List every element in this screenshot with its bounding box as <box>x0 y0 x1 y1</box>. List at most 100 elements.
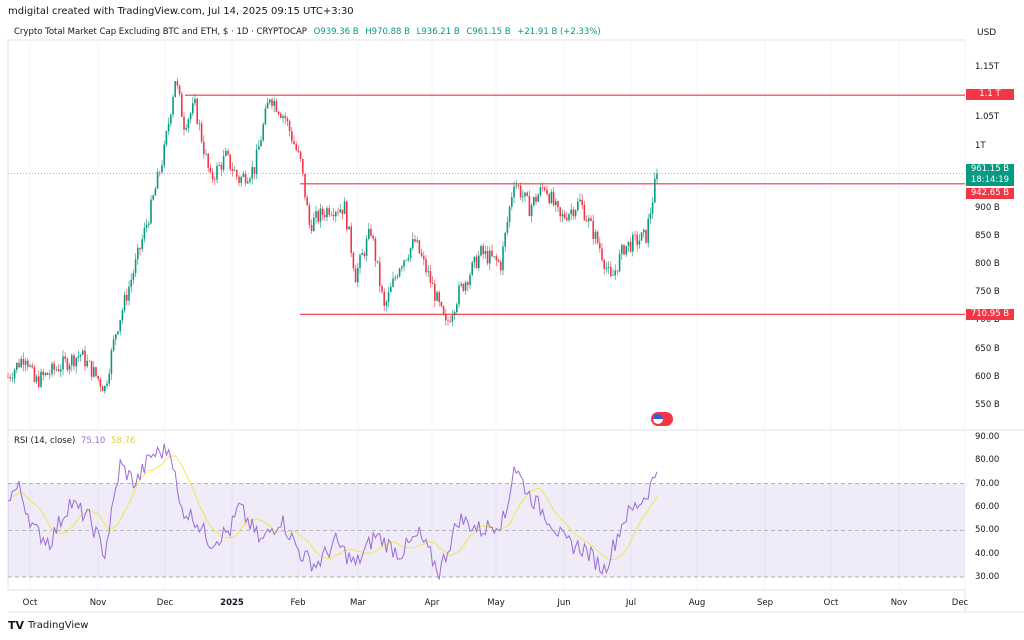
candle-body <box>638 240 641 245</box>
time-label: Feb <box>290 598 306 608</box>
candle-body <box>420 253 423 257</box>
high-value: H970.88 B <box>365 27 410 37</box>
candle-body <box>255 149 258 175</box>
candle-body <box>286 118 289 122</box>
candle-body <box>583 205 586 221</box>
rsi-legend: RSI (14, close) 75.10 58.76 <box>14 436 135 447</box>
candle-body <box>38 376 40 387</box>
candle-body <box>570 209 572 215</box>
candle-body <box>207 153 209 168</box>
candle-body <box>288 121 291 132</box>
candle-body <box>205 153 207 155</box>
candle-body <box>308 205 311 225</box>
candle-body <box>354 268 357 283</box>
candle-body <box>24 360 27 365</box>
candle-body <box>198 123 201 125</box>
symbol-title[interactable]: Crypto Total Market Cap Excluding BTC an… <box>14 27 307 37</box>
candle-body <box>68 365 71 370</box>
candle-body <box>266 102 269 109</box>
candle-body <box>585 220 588 222</box>
currency-label[interactable]: USD <box>977 28 997 38</box>
candle-body <box>636 234 638 245</box>
candle-body <box>244 173 247 184</box>
candle-body <box>517 185 520 186</box>
candle-body <box>88 360 91 362</box>
rsi-axis-label: 90.00 <box>975 432 1000 442</box>
candle-body <box>93 367 95 377</box>
candle-body <box>277 111 280 115</box>
candle-body <box>330 214 333 216</box>
candle-body <box>473 256 476 263</box>
candle-body <box>436 292 438 301</box>
candle-body <box>475 256 478 269</box>
candle-body <box>33 367 36 382</box>
candle-body <box>533 197 535 206</box>
candle-body <box>464 282 467 291</box>
candle-body <box>482 245 484 254</box>
candle-body <box>376 260 379 263</box>
candle-body <box>645 229 647 243</box>
candle-body <box>178 85 181 95</box>
candle-body <box>449 320 451 322</box>
price-label: 1T <box>975 141 986 151</box>
candle-body <box>550 192 553 203</box>
candle-body <box>610 266 612 276</box>
candle-body <box>203 141 205 155</box>
candle-body <box>539 187 542 196</box>
candle-body <box>493 256 495 257</box>
candle-body <box>484 250 487 254</box>
candle-body <box>251 167 253 179</box>
candle-body <box>119 320 121 332</box>
candle-body <box>282 115 284 118</box>
candle-body <box>229 154 231 169</box>
rsi-label[interactable]: RSI (14, close) <box>14 436 76 446</box>
candle-body <box>35 376 38 382</box>
candle-body <box>154 188 157 196</box>
candle-body <box>332 214 335 217</box>
candle-body <box>86 360 88 367</box>
candle-body <box>603 260 605 269</box>
candle-body <box>73 355 75 367</box>
candle-body <box>104 386 106 392</box>
candle-body <box>574 210 577 217</box>
candle-body <box>220 164 223 170</box>
candle-body <box>528 195 531 217</box>
candle-body <box>55 369 58 370</box>
flag-icon[interactable] <box>651 412 673 426</box>
candle-body <box>647 218 649 243</box>
symbol-legend: Crypto Total Market Cap Excluding BTC an… <box>14 27 601 38</box>
logo-text: TradingView <box>28 620 89 631</box>
candle-body <box>159 171 161 173</box>
rsi-axis-label: 80.00 <box>975 455 1000 466</box>
candle-body <box>632 234 634 252</box>
candle-body <box>165 131 168 145</box>
level-badge-mid: 942.65 B <box>966 188 1014 199</box>
candle-body <box>361 253 363 255</box>
candle-body <box>192 103 194 114</box>
candle-body <box>601 248 603 261</box>
candle-body <box>306 197 308 206</box>
candle-body <box>394 277 396 279</box>
candle-body <box>231 168 234 172</box>
candle-body <box>172 97 174 115</box>
candle-body <box>401 266 403 269</box>
candle-body <box>293 141 295 145</box>
candle-body <box>390 286 392 293</box>
candle-body <box>572 209 575 217</box>
candle-body <box>183 116 185 130</box>
candle-body <box>328 208 330 215</box>
rsi-ma-line <box>7 455 658 561</box>
price-label: 800 B <box>975 259 1000 269</box>
candle-body <box>579 199 581 202</box>
candle-body <box>163 144 165 166</box>
candle-body <box>486 250 489 264</box>
candle-body <box>185 127 187 130</box>
candle-body <box>522 196 524 198</box>
candle-body <box>489 250 491 264</box>
level-badge-top: 1.1 T <box>966 89 1014 100</box>
price-label: 700 B <box>975 315 1000 325</box>
tradingview-logo[interactable]: TV TradingView <box>8 620 88 632</box>
candle-body <box>519 185 522 198</box>
candle-body <box>249 178 251 182</box>
